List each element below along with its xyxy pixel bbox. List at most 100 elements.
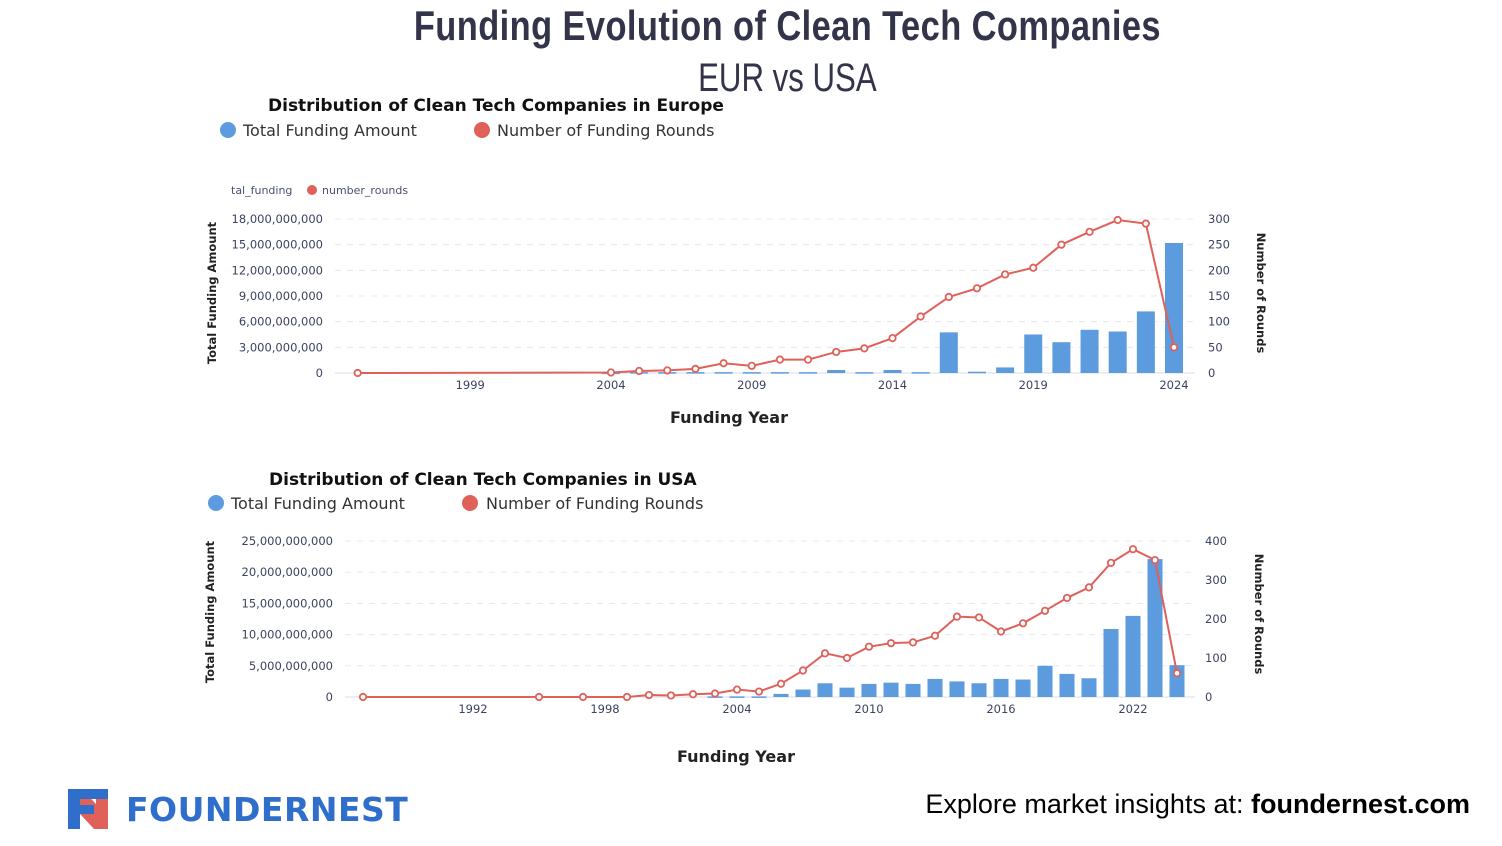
y-left-tick-label: 20,000,000,000: [242, 565, 333, 579]
rounds-point-2005: [754, 687, 764, 696]
funding-bar-2014: [883, 370, 902, 373]
x-tick-label: 2009: [737, 378, 766, 392]
chart-title: Distribution of Clean Tech Companies in …: [268, 96, 724, 116]
y-right-tick-label: 100: [1208, 315, 1230, 329]
x-tick-label: 2014: [878, 378, 907, 392]
foundernest-logo-mark-icon: [68, 789, 108, 829]
rounds-point-2016: [996, 627, 1006, 636]
x-tick-label: 1999: [456, 378, 485, 392]
rounds-point-2021: [1085, 227, 1094, 236]
funding-bar-2023: [1136, 311, 1155, 373]
x-tick-label: 2004: [722, 702, 751, 716]
funding-bar-2011: [883, 682, 899, 697]
funding-bar-2007: [795, 689, 811, 697]
rounds-point-2007: [691, 364, 700, 373]
funding-bar-2011: [799, 372, 818, 374]
funding-bar-2018: [996, 367, 1015, 373]
legend-funding-marker: [220, 122, 236, 138]
rounds-point-1995: [534, 692, 544, 702]
x-tick-label: 2004: [596, 378, 625, 392]
y-left-tick-label: 3,000,000,000: [239, 340, 323, 354]
y-left-tick-label: 12,000,000,000: [232, 263, 323, 277]
rounds-point-2024: [1169, 343, 1179, 352]
rounds-point-2013: [930, 631, 940, 640]
y-right-tick-label: 50: [1208, 340, 1223, 354]
rounds-point-2016: [944, 292, 953, 302]
funding-bar-2017: [1015, 679, 1031, 697]
y-left-tick-label: 10,000,000,000: [242, 628, 333, 642]
funding-bar-2004: [729, 696, 745, 698]
funding-bar-2021: [1080, 329, 1099, 373]
funding-bar-2022: [1125, 615, 1141, 697]
rounds-point-2007: [798, 666, 808, 675]
x-tick-label: 2010: [854, 702, 883, 716]
funding-bar-2006: [773, 693, 789, 697]
rounds-point-2014: [888, 333, 897, 343]
page-title: Funding Evolution of Clean Tech Companie…: [413, 2, 1161, 49]
rounds-point-2005: [635, 366, 644, 376]
cta-link[interactable]: foundernest.com: [1250, 789, 1470, 819]
foundernest-logo: FOUNDERNEST: [68, 789, 408, 829]
rounds-line: [357, 219, 1175, 374]
y-left-tick-label: 25,000,000,000: [242, 534, 333, 548]
y-right-tick-label: 250: [1208, 238, 1230, 252]
rounds-point-2003: [710, 689, 720, 698]
rounds-point-2008: [820, 649, 830, 658]
rounds-point-2002: [688, 690, 698, 699]
footer-cta: Explore market insights at: foundernest.…: [925, 789, 1470, 820]
rounds-point-2023: [1150, 556, 1160, 565]
page-subtitle: EUR vs USA: [698, 56, 877, 100]
legend-rounds-marker: [474, 122, 490, 138]
funding-bar-2008: [714, 372, 733, 374]
chart-1: Distribution of Clean Tech Companies in …: [203, 470, 1266, 766]
rounds-point-2021: [1106, 558, 1116, 567]
rounds-point-2017: [972, 284, 982, 293]
rounds-point-2010: [864, 642, 874, 651]
rounds-point-1995: [353, 368, 362, 378]
funding-bar-2024: [1165, 242, 1183, 373]
rounds-point-2012: [908, 638, 918, 647]
rounds-point-2015: [916, 312, 925, 321]
brand-name: FOUNDERNEST: [126, 789, 409, 829]
x-tick-label: 2024: [1159, 378, 1188, 392]
y-left-tick-label: 18,000,000,000: [232, 212, 323, 226]
rounds-point-2020: [1057, 240, 1066, 249]
inner-legend-rounds-marker: [307, 185, 317, 195]
rounds-point-2009: [842, 653, 852, 663]
y-left-axis-title: Total Funding Amount: [205, 221, 219, 364]
y-right-axis-title: Number of Rounds: [1254, 233, 1268, 354]
funding-bar-2019: [1059, 673, 1075, 697]
rounds-point-2023: [1141, 219, 1150, 228]
rounds-point-2022: [1128, 545, 1138, 554]
chart-title: Distribution of Clean Tech Companies in …: [269, 470, 698, 490]
legend-rounds-label: Number of Funding Rounds: [497, 121, 714, 140]
rounds-point-2004: [732, 685, 742, 694]
y-right-tick-label: 0: [1208, 366, 1215, 380]
rounds-point-2008: [719, 359, 728, 368]
y-left-tick-label: 9,000,000,000: [239, 289, 323, 303]
y-left-tick-label: 6,000,000,000: [239, 315, 323, 329]
funding-bar-2020: [1081, 678, 1097, 697]
funding-bar-2018: [1037, 665, 1053, 697]
funding-bar-2013: [855, 372, 874, 374]
y-right-tick-label: 200: [1205, 612, 1227, 626]
y-right-tick-label: 200: [1208, 263, 1230, 277]
funding-bar-2009: [839, 687, 855, 697]
y-right-tick-label: 400: [1205, 534, 1227, 548]
inner-legend-funding: tal_funding: [231, 184, 292, 197]
y-right-tick-label: 300: [1205, 573, 1227, 587]
rounds-point-2022: [1113, 215, 1122, 225]
y-right-axis-title: Number of Rounds: [1252, 554, 1266, 675]
legend-funding-marker: [208, 495, 224, 511]
legend-funding-label: Total Funding Amount: [242, 121, 417, 140]
y-left-tick-label: 0: [326, 690, 333, 704]
funding-bar-2010: [861, 683, 877, 697]
chart-0: Distribution of Clean Tech Companies in …: [205, 96, 1268, 427]
rounds-point-1997: [578, 692, 588, 702]
rounds-point-2004: [606, 368, 616, 377]
funding-bar-2019: [1024, 334, 1043, 373]
rounds-line: [363, 548, 1178, 698]
funding-bar-2020: [1052, 342, 1071, 373]
funding-bar-2022: [1108, 331, 1127, 373]
